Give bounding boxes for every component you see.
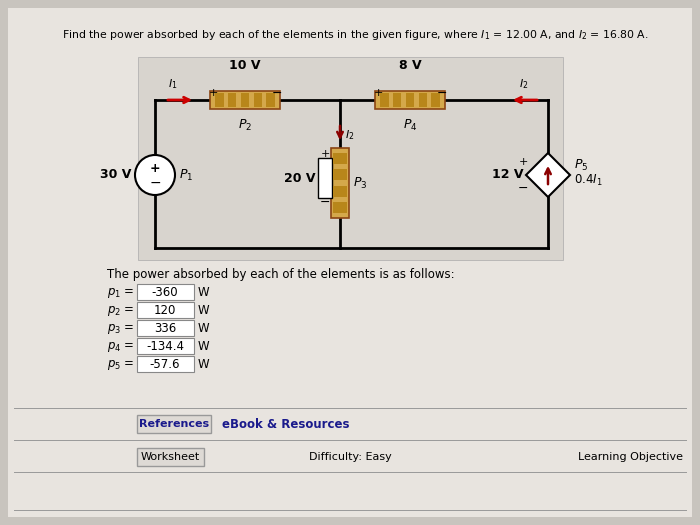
Text: +: + [209, 88, 218, 98]
FancyBboxPatch shape [228, 93, 237, 107]
Text: W: W [198, 358, 209, 371]
Text: Learning Objective: Learning Objective [578, 452, 682, 462]
Text: $P_2$: $P_2$ [238, 118, 252, 133]
FancyBboxPatch shape [331, 148, 349, 218]
Text: -360: -360 [152, 286, 178, 299]
FancyBboxPatch shape [138, 57, 563, 260]
FancyBboxPatch shape [267, 93, 275, 107]
FancyBboxPatch shape [241, 93, 249, 107]
Text: 120: 120 [154, 303, 176, 317]
Text: W: W [198, 340, 209, 352]
FancyBboxPatch shape [215, 93, 223, 107]
Text: W: W [198, 286, 209, 299]
Text: $0.4I_1$: $0.4I_1$ [574, 172, 603, 187]
Text: The power absorbed by each of the elements is as follows:: The power absorbed by each of the elemen… [107, 268, 454, 281]
Text: $I_2$: $I_2$ [519, 77, 528, 91]
Text: W: W [198, 321, 209, 334]
Text: 336: 336 [154, 321, 176, 334]
Text: -134.4: -134.4 [146, 340, 184, 352]
Text: $I_1$: $I_1$ [168, 77, 178, 91]
FancyBboxPatch shape [8, 8, 692, 517]
Text: 30 V: 30 V [99, 169, 131, 182]
Text: W: W [198, 303, 209, 317]
Text: 20 V: 20 V [284, 172, 315, 184]
FancyBboxPatch shape [419, 93, 427, 107]
Text: +: + [373, 88, 383, 98]
Text: $P_3$: $P_3$ [353, 175, 368, 191]
Text: +: + [518, 157, 528, 167]
Text: $p_1$ =: $p_1$ = [107, 286, 134, 300]
FancyBboxPatch shape [137, 320, 194, 336]
Text: $P_1$: $P_1$ [179, 167, 193, 183]
Text: $p_4$ =: $p_4$ = [107, 340, 134, 354]
Text: Find the power absorbed by each of the elements in the given figure, where $I_1$: Find the power absorbed by each of the e… [62, 28, 648, 42]
FancyBboxPatch shape [333, 202, 347, 213]
Circle shape [135, 155, 175, 195]
Text: eBook & Resources: eBook & Resources [222, 417, 349, 430]
Text: $p_5$ =: $p_5$ = [107, 358, 134, 372]
FancyBboxPatch shape [333, 186, 347, 197]
Text: −: − [518, 182, 528, 194]
Text: −: − [437, 87, 447, 100]
Text: $P_4$: $P_4$ [402, 118, 417, 133]
Text: 8 V: 8 V [399, 59, 421, 72]
FancyBboxPatch shape [318, 158, 332, 198]
FancyBboxPatch shape [253, 93, 262, 107]
Text: $P_5$: $P_5$ [574, 158, 589, 173]
Text: References: References [139, 419, 209, 429]
FancyBboxPatch shape [431, 93, 440, 107]
Text: Difficulty: Easy: Difficulty: Easy [309, 452, 391, 462]
Text: 10 V: 10 V [230, 59, 260, 72]
FancyBboxPatch shape [406, 93, 414, 107]
FancyBboxPatch shape [137, 415, 211, 433]
Text: +: + [321, 149, 330, 159]
FancyBboxPatch shape [137, 356, 194, 372]
FancyBboxPatch shape [137, 338, 194, 354]
FancyBboxPatch shape [333, 153, 347, 164]
Polygon shape [526, 153, 570, 197]
Text: 12 V: 12 V [491, 169, 523, 182]
Text: −: − [272, 87, 282, 100]
FancyBboxPatch shape [393, 93, 401, 107]
FancyBboxPatch shape [137, 302, 194, 318]
Text: $I_2$: $I_2$ [345, 128, 354, 142]
Text: +: + [150, 162, 160, 174]
FancyBboxPatch shape [137, 284, 194, 300]
Text: -57.6: -57.6 [150, 358, 181, 371]
FancyBboxPatch shape [375, 91, 445, 109]
FancyBboxPatch shape [380, 93, 389, 107]
FancyBboxPatch shape [333, 170, 347, 180]
FancyBboxPatch shape [210, 91, 280, 109]
FancyBboxPatch shape [137, 448, 204, 466]
Text: Worksheet: Worksheet [141, 452, 200, 462]
Text: $p_3$ =: $p_3$ = [107, 322, 134, 336]
Text: −: − [149, 176, 161, 190]
Text: $p_2$ =: $p_2$ = [107, 304, 134, 318]
Text: −: − [320, 195, 330, 208]
